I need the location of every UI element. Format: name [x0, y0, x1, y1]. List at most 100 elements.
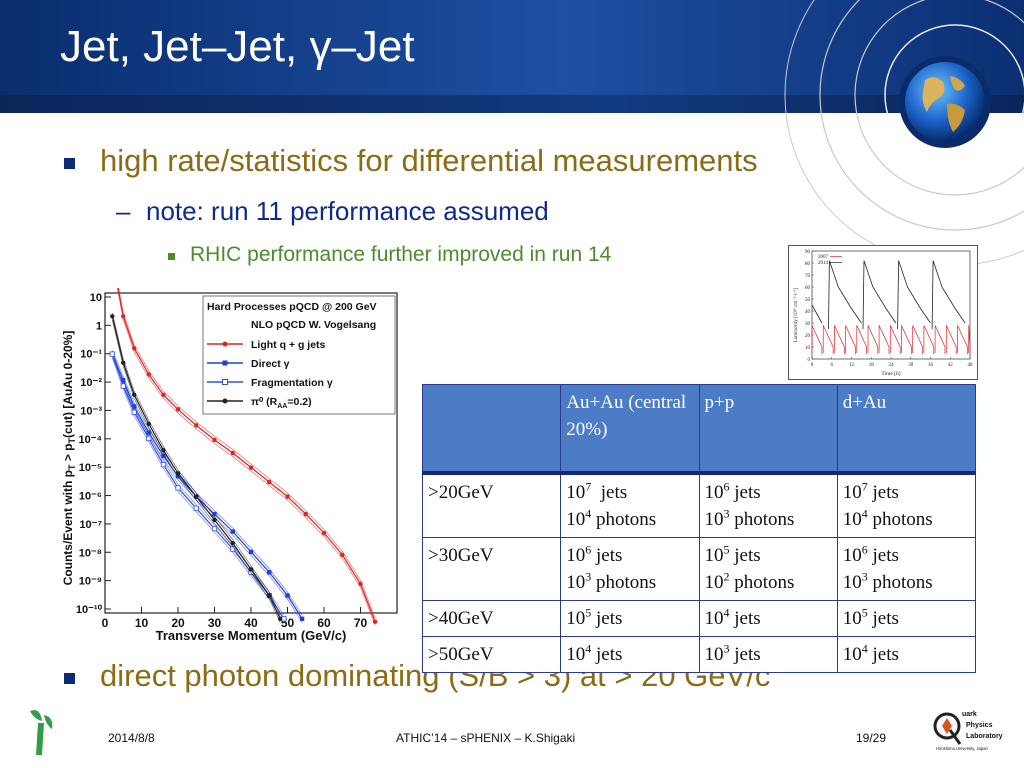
footer-date: 2014/8/8	[108, 731, 155, 745]
point-frag	[160, 462, 166, 468]
point-direct	[230, 529, 235, 534]
point-pi0	[267, 593, 272, 598]
table-cell-cut: >30GeV	[421, 537, 562, 601]
legend-marker-direct	[222, 360, 228, 366]
y-tick-label: 10	[90, 292, 102, 304]
rates-table: Au+Au (central 20%) p+p d+Au >20GeV 107 …	[421, 384, 977, 673]
legend-item-jets: Light q + g jets	[251, 339, 326, 351]
inset-frame	[811, 250, 971, 360]
x-tick-label: 10	[135, 616, 149, 630]
y-tick-label: 10⁻¹⁰	[76, 604, 103, 616]
point-frag	[175, 485, 181, 491]
legend-marker-jets	[222, 341, 228, 347]
legend-marker-pi0	[222, 398, 228, 404]
point-direct	[146, 430, 151, 435]
curve-pi0	[111, 312, 281, 616]
x-tick-label: 60	[317, 616, 331, 630]
quark-physics-lab-logo: uark Physics Laboratory Hiroshima Univer…	[933, 711, 1003, 751]
table-cell: 104 jets	[698, 600, 838, 637]
point-pi0	[278, 616, 283, 622]
y-tick-label: 10⁻⁹	[79, 576, 102, 588]
y-tick-label: 10⁻⁶	[79, 491, 102, 503]
point-jets	[358, 581, 363, 587]
point-direct	[267, 570, 272, 575]
inset-y-tick-label: 0	[808, 358, 811, 363]
point-pi0	[146, 421, 151, 427]
inset-x-tick-label: 30	[908, 363, 914, 368]
x-tick-label: 40	[244, 616, 258, 630]
logo-word-laboratory: Laboratory	[966, 733, 1003, 740]
y-tick-label: 10⁻⁵	[79, 462, 102, 474]
point-pi0	[212, 517, 217, 523]
table-header-row: Au+Au (central 20%) p+p d+Au	[421, 384, 977, 475]
inset-x-tick-label: 0	[811, 363, 814, 368]
y-tick-label: 10⁻⁴	[79, 434, 102, 446]
logo-university: Hiroshima University, Japan	[936, 746, 988, 751]
point-jets	[175, 407, 181, 412]
bullet-note-run11: note: run 11 performance assumed	[146, 196, 549, 226]
point-jets	[146, 372, 151, 377]
point-jets	[340, 552, 345, 558]
point-direct	[299, 616, 305, 622]
point-pi0	[248, 567, 254, 572]
inset-curve-2007	[811, 325, 971, 355]
x-tick-label: 20	[171, 616, 185, 630]
y-tick-label: 10⁻⁷	[79, 519, 102, 531]
bullet-marker	[64, 158, 75, 169]
point-jets	[372, 619, 378, 624]
point-pi0	[121, 360, 126, 366]
curve-jets	[116, 288, 376, 626]
table-cell: 105 jets 102 photons	[698, 537, 838, 601]
legend-marker-frag	[222, 379, 228, 385]
x-axis-label: Transverse Momentum (GeV/c)	[156, 628, 347, 643]
point-direct	[212, 511, 217, 517]
legend-item-frag: Fragmentation γ	[251, 377, 333, 389]
legend-item-pi0: π⁰ (RAA=0.2)	[251, 396, 312, 410]
point-pi0	[110, 314, 115, 319]
inset-y-tick-label: 30	[805, 322, 811, 327]
bullet-marker	[64, 673, 75, 684]
point-pi0	[161, 447, 166, 453]
point-direct	[121, 378, 126, 383]
inset-y-tick-label: 10	[805, 346, 811, 351]
table-cell: 106 jets 103 photons	[836, 537, 977, 601]
inset-y-tick-label: 70	[805, 274, 811, 279]
table-cell-cut: >50GeV	[421, 636, 562, 673]
table-cell: 105 jets	[560, 600, 700, 637]
slide-title: Jet, Jet–Jet, γ–Jet	[60, 22, 415, 71]
inset-curve-2014	[811, 260, 966, 330]
inset-y-tick-label: 20	[805, 334, 811, 339]
curve-frag	[111, 353, 285, 620]
y-tick-label: 10⁻¹	[80, 349, 102, 361]
globe-icon	[899, 56, 991, 148]
legend-box	[202, 295, 396, 415]
x-tick-label: 30	[208, 616, 222, 630]
point-pi0	[132, 392, 137, 398]
table-header-cell: Au+Au (central 20%)	[560, 384, 700, 475]
point-pi0	[175, 471, 181, 476]
point-frag	[146, 435, 152, 442]
point-frag	[211, 526, 218, 532]
table-cell: 107 jets 104 photons	[836, 472, 977, 538]
table-cell: 104 jets	[836, 636, 977, 673]
table-row: >40GeV 105 jets 104 jets 105 jets	[421, 600, 977, 637]
table-header-cell: d+Au	[836, 384, 977, 475]
curve-frag	[111, 350, 285, 616]
logo-word-physics: Physics	[966, 722, 993, 729]
inset-y-tick-label: 60	[805, 286, 811, 291]
header-bar	[0, 95, 1024, 113]
inset-x-tick-label: 6	[831, 363, 834, 368]
point-frag	[120, 383, 126, 389]
inset-y-label: Luminosity [10²⁶ cm⁻² s⁻¹]	[793, 287, 799, 342]
point-frag	[193, 505, 199, 511]
point-direct	[285, 593, 290, 598]
table-cell: 107 jets 104 photons	[560, 472, 700, 538]
point-jets	[194, 423, 199, 428]
y-axis-label: Counts/Event with pT > pT(cut) [AuAu 0-2…	[61, 331, 77, 586]
footer-page-number: 19/29	[856, 731, 887, 745]
table-row: >50GeV 104 jets 103 jets 104 jets	[421, 636, 977, 673]
x-tick-label: 0	[102, 616, 109, 630]
inset-x-tick-label: 36	[928, 363, 934, 368]
point-direct	[132, 404, 137, 409]
point-jets	[285, 494, 290, 499]
